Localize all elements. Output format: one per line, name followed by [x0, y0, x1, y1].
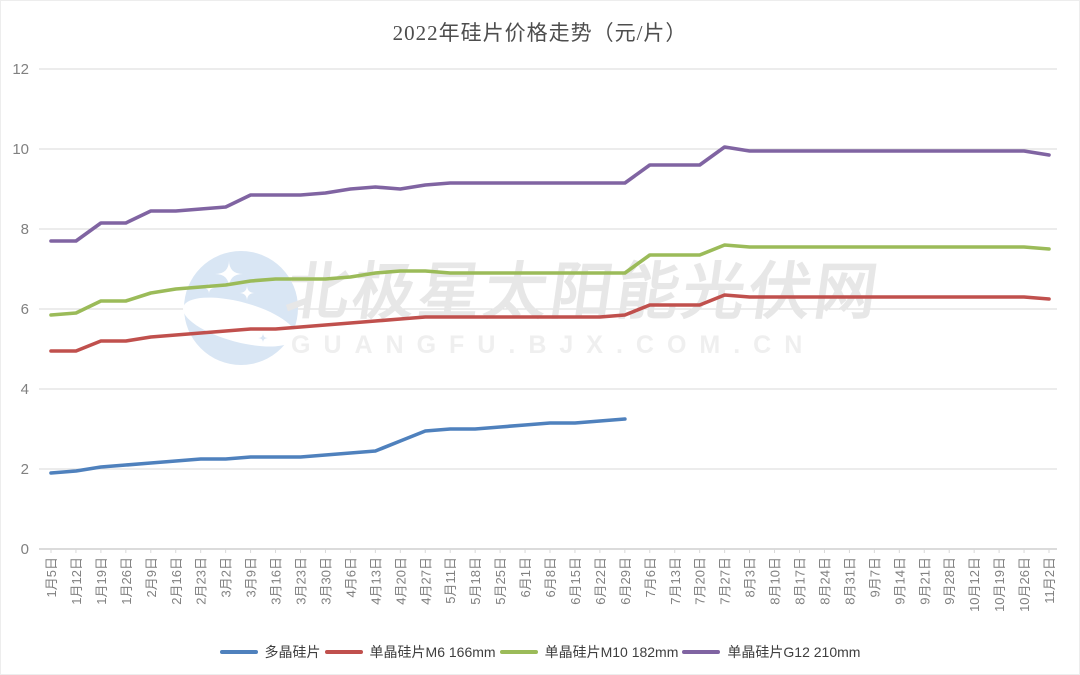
x-axis-label: 5月11日 — [443, 557, 458, 604]
x-axis-label: 7月13日 — [668, 557, 683, 605]
x-axis-label: 3月16日 — [269, 557, 284, 605]
legend-item-0: 多晶硅片 — [219, 642, 321, 662]
series-line-0 — [49, 417, 627, 475]
x-axis-label: 7月27日 — [718, 557, 733, 605]
y-axis-label: 6 — [21, 301, 29, 318]
x-axis-label: 9月7日 — [867, 557, 882, 597]
x-axis-label: 6月8日 — [543, 557, 558, 597]
logo-sparkle-star — [258, 333, 268, 343]
x-axis-label: 11月2日 — [1042, 557, 1057, 604]
legend-item-2: 单晶硅片M10 182mm — [499, 642, 679, 662]
x-axis-label: 3月2日 — [219, 557, 234, 597]
legend-label-3: 单晶硅片G12 210mm — [727, 644, 861, 660]
x-axis-label: 4月13日 — [368, 557, 383, 605]
y-axis-label: 2 — [21, 461, 29, 478]
x-axis-labels: 1月5日 1月12日 1月19日 1月26日 2月9日 2月16日 2月23日 3月2日 3月9… — [44, 557, 1057, 612]
x-axis-label: 6月1日 — [518, 557, 533, 597]
x-axis-label: 6月22日 — [593, 557, 608, 605]
x-axis-ticks — [50, 549, 1050, 553]
legend-marker-3 — [682, 649, 721, 655]
x-axis-label: 6月29日 — [618, 557, 633, 605]
x-axis-label: 8月24日 — [817, 557, 832, 605]
bjx-star-moon-logo — [183, 251, 298, 365]
logo-crescent — [183, 297, 296, 347]
x-axis-label: 10月12日 — [967, 557, 982, 612]
x-axis-label: 10月19日 — [992, 557, 1007, 612]
series-line-1 — [49, 293, 1051, 353]
x-axis-label: 5月25日 — [493, 557, 508, 605]
x-axis-label: 8月10日 — [768, 557, 783, 605]
y-axis-label: 4 — [21, 381, 29, 398]
x-axis-label: 5月18日 — [468, 557, 483, 605]
x-axis-label: 4月6日 — [343, 557, 358, 597]
series-line-2 — [49, 243, 1051, 317]
x-axis-label: 7月20日 — [693, 557, 708, 605]
logo-sparkle-star — [215, 300, 223, 308]
x-axis-label: 4月27日 — [418, 557, 433, 605]
x-axis-label: 3月30日 — [318, 557, 333, 605]
x-axis-label: 1月19日 — [94, 557, 109, 605]
x-axis-label: 6月15日 — [568, 557, 583, 605]
x-axis-label: 2月9日 — [144, 557, 159, 597]
y-axis-label: 10 — [12, 141, 29, 158]
x-axis-label: 1月26日 — [119, 557, 134, 605]
x-axis-label: 1月12日 — [69, 557, 84, 605]
legend-item-3: 单晶硅片G12 210mm — [682, 642, 860, 662]
y-axis-label: 8 — [21, 221, 29, 238]
x-axis-label: 2月16日 — [169, 557, 184, 605]
x-axis-label: 9月14日 — [892, 557, 907, 605]
legend-item-1: 单晶硅片M6 166mm — [324, 642, 496, 662]
x-axis-label: 9月21日 — [917, 557, 932, 605]
x-axis-label: 10月26日 — [1017, 557, 1032, 612]
x-axis-label: 3月23日 — [294, 557, 309, 605]
legend-label-2: 单晶硅片M10 182mm — [544, 644, 679, 660]
x-axis-label: 7月6日 — [643, 557, 658, 597]
chart-legend: 多晶硅片 单晶硅片M6 166mm 单晶硅片M10 182mm 单晶硅片G12 210… — [1, 642, 1079, 662]
x-axis-label: 8月31日 — [842, 557, 857, 605]
series-line-3 — [49, 145, 1051, 243]
legend-label-1: 单晶硅片M6 166mm — [369, 644, 496, 660]
watermark-text-line2: GUANGFU.BJX.COM.CN — [291, 331, 815, 359]
logo-sparkle-star — [239, 285, 255, 301]
x-axis-label: 4月20日 — [393, 557, 408, 605]
x-axis-label: 8月3日 — [743, 557, 758, 597]
legend-marker-0 — [219, 649, 258, 655]
logo-sparkle-star — [215, 260, 243, 288]
legend-label-0: 多晶硅片 — [264, 644, 321, 660]
x-axis-label: 8月17日 — [793, 557, 808, 605]
y-axis-label: 0 — [21, 541, 29, 558]
x-axis-label: 9月28日 — [942, 557, 957, 605]
x-axis-label: 3月9日 — [244, 557, 259, 597]
x-axis-label: 1月5日 — [44, 557, 59, 597]
y-axis-label: 12 — [12, 61, 29, 78]
chart-title: 2022年硅片价格走势（元/片） — [392, 21, 688, 45]
legend-marker-1 — [324, 649, 363, 655]
legend-marker-2 — [499, 649, 538, 655]
x-axis-label: 2月23日 — [194, 557, 209, 605]
y-axis-labels: 0 2 4 6 8 10 12 — [12, 61, 29, 558]
